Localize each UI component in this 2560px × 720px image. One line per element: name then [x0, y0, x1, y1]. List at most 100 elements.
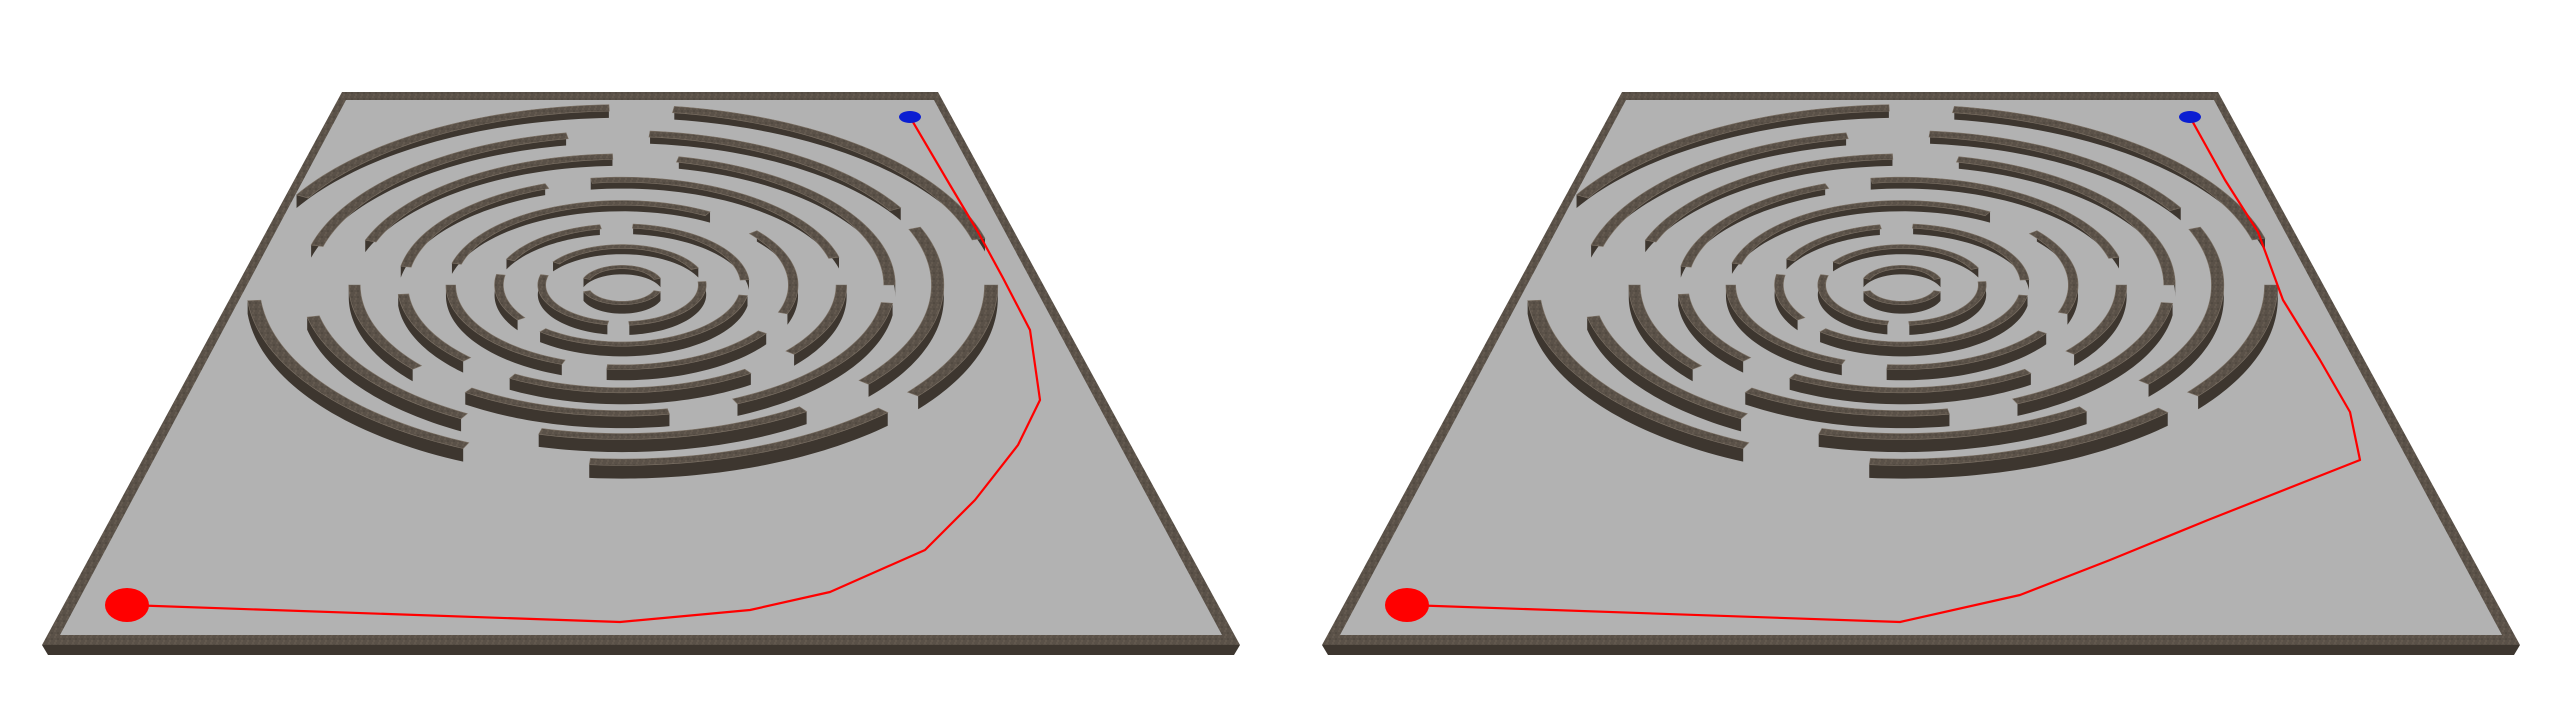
maze-wall-side — [1725, 285, 1842, 376]
maze-wall-segment — [538, 406, 808, 440]
maze-wall-side — [348, 285, 413, 382]
maze-wall-side — [2017, 303, 2173, 416]
maze-wall-segment — [732, 302, 893, 405]
maze-wall-side — [1628, 285, 1693, 382]
maze-wall-segment — [1789, 368, 2032, 394]
maze-wall-segment — [631, 223, 750, 281]
maze-wall-segment — [628, 281, 707, 326]
maze-wall-segment — [785, 284, 847, 355]
maze-wall-side — [1774, 274, 1798, 331]
maze-wall-segment — [1785, 224, 1882, 262]
solution-path — [1406, 116, 2362, 624]
maze-wall-side — [506, 224, 600, 270]
maze-wall-segment — [1819, 294, 2028, 347]
maze-wall-side — [494, 274, 518, 331]
maze-wall-segment — [400, 183, 550, 268]
maze-wall-segment — [748, 230, 799, 315]
maze-wall-side — [1789, 373, 2031, 405]
maze-wall-segment — [1677, 293, 1752, 362]
goal-marker — [2179, 111, 2201, 123]
maze-wall-segment — [247, 299, 470, 449]
maze-wall-segment — [1628, 284, 1703, 370]
maze-wall-segment — [505, 224, 602, 262]
maze-wall-segment — [588, 407, 889, 466]
maze-wall-side — [1745, 392, 1950, 429]
maze-wall-side — [918, 285, 998, 410]
maze-wall-segment — [1586, 315, 1748, 420]
right-view — [1322, 92, 2520, 655]
maze-wall-segment — [1527, 299, 1750, 449]
maze-wall-segment — [906, 284, 999, 397]
maze-wall-segment — [1590, 132, 1849, 247]
maze-wall-segment — [1928, 130, 2182, 212]
solution-path — [126, 116, 1042, 624]
maze-wall-side — [1930, 131, 2181, 221]
maze-wall-side — [1863, 291, 1941, 314]
maze-wall-segment — [2186, 284, 2279, 397]
maze-wall-side — [1786, 224, 1880, 270]
maze-wall-segment — [2065, 284, 2127, 355]
maze-wall-side — [794, 285, 847, 366]
maze-wall-side — [445, 285, 562, 376]
maze-wall-segment — [2028, 230, 2079, 315]
maze-wall-segment — [1644, 153, 1894, 243]
maze-walls — [247, 104, 999, 479]
maze-wall-segment — [451, 200, 711, 265]
maze-wall-side — [1870, 177, 2119, 269]
maze-wall-side — [583, 291, 661, 314]
maze-wall-segment — [2138, 226, 2225, 385]
maze-wall-segment — [348, 284, 423, 370]
platform-edge — [1322, 645, 2520, 655]
maze-wall-segment — [306, 315, 468, 420]
maze-wall-segment — [590, 176, 840, 259]
maze-wall-segment — [295, 104, 610, 199]
maze-wall-segment — [858, 226, 945, 385]
maze-wall-segment — [445, 284, 566, 365]
maze-wall-segment — [1832, 244, 1979, 270]
maze-wall-segment — [397, 293, 472, 362]
maze-wall-side — [1587, 317, 1742, 432]
maze-wall-side — [1909, 281, 1987, 335]
maze-wall-segment — [606, 330, 767, 370]
start-marker — [105, 588, 149, 622]
maze-wall-side — [589, 412, 888, 479]
maze-wall-segment — [552, 244, 699, 270]
maze-wall-segment — [1862, 265, 1942, 280]
maze-wall-segment — [494, 274, 526, 321]
maze-wall-side — [537, 274, 608, 335]
maze-wall-segment — [1731, 200, 1991, 265]
maze-wall-segment — [1952, 106, 2266, 241]
maze-wall-segment — [509, 368, 752, 394]
maze-wall-side — [465, 392, 670, 429]
maze-wall-side — [538, 411, 807, 453]
maze-wall-segment — [1818, 406, 2088, 440]
maze-wall-side — [1869, 412, 2168, 479]
maze-wall-segment — [1774, 274, 1806, 321]
maze-wall-segment — [675, 156, 896, 286]
maze-wall-segment — [1886, 330, 2047, 370]
maze-wall-segment — [1575, 104, 1890, 199]
maze-wall-segment — [1744, 387, 1950, 417]
maze-walls — [1527, 104, 2279, 479]
maze-wall-segment — [672, 106, 986, 241]
maze-wall-segment — [537, 274, 610, 326]
start-marker — [1385, 588, 1429, 622]
maze-wall-side — [1527, 300, 1744, 462]
left-view — [42, 92, 1240, 655]
maze-wall-segment — [1862, 290, 1942, 305]
maze-wall-segment — [1911, 223, 2030, 281]
maze-wall-segment — [1680, 183, 1830, 268]
maze-wall-segment — [364, 153, 614, 243]
maze-wall-side — [540, 295, 748, 357]
maze-wall-segment — [648, 130, 902, 212]
maze-wall-side — [247, 300, 464, 462]
maze-wall-segment — [2012, 302, 2173, 405]
maze-wall-side — [1678, 294, 1744, 373]
maze-wall-segment — [1908, 281, 1987, 326]
maze-wall-side — [398, 294, 464, 373]
maze-wall-segment — [1870, 176, 2120, 259]
maze-wall-side — [1818, 411, 2087, 453]
maze-wall-side — [606, 333, 767, 381]
maze-wall-side — [650, 131, 901, 221]
